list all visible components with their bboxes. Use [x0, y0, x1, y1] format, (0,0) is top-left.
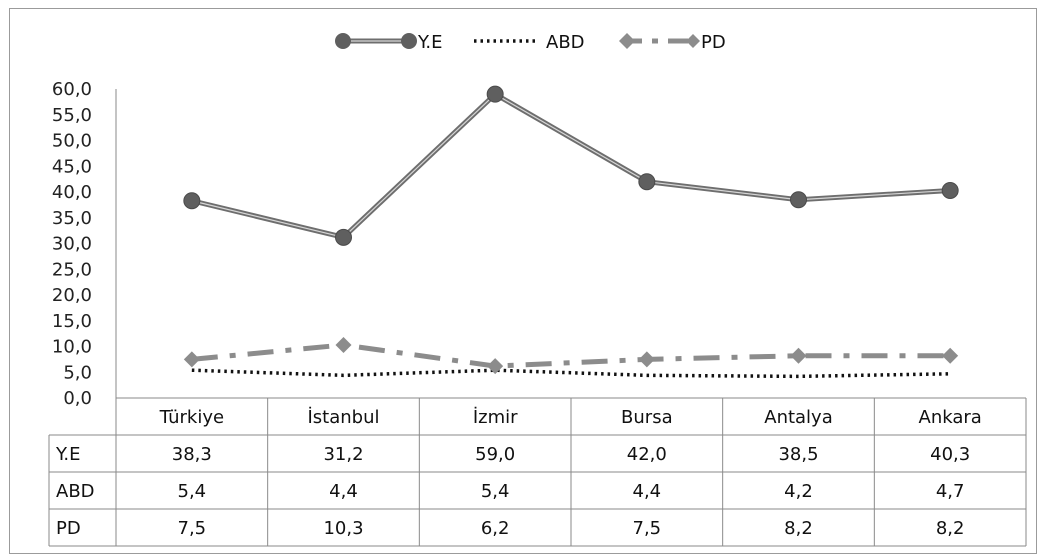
- y-tick-label: 5,0: [63, 362, 92, 383]
- table-series-label: Y.E: [55, 444, 80, 465]
- series-line-pd: [191, 342, 951, 369]
- table-value: 8,2: [784, 518, 813, 539]
- category-label: Antalya: [764, 407, 833, 428]
- legend-ye-marker: [335, 33, 351, 49]
- y-tick-label: 50,0: [52, 131, 92, 152]
- y-tick-label: 25,0: [52, 259, 92, 280]
- table-value: 42,0: [627, 444, 667, 465]
- legend-ye-label: Y.E: [417, 32, 442, 53]
- pd-point-marker: [335, 336, 352, 353]
- category-label: İstanbul: [307, 407, 379, 428]
- y-tick-label: 60,0: [52, 79, 92, 100]
- y-tick-label: 45,0: [52, 156, 92, 177]
- ye-point-marker: [335, 228, 352, 246]
- pd-point-marker: [487, 358, 504, 375]
- y-tick-label: 10,0: [52, 337, 92, 358]
- y-tick-label: 35,0: [52, 208, 92, 229]
- table-value: 5,4: [178, 481, 207, 502]
- pd-point-marker: [638, 351, 655, 368]
- pd-point-marker: [790, 347, 807, 364]
- ye-point-marker: [790, 191, 807, 209]
- y-tick-label: 20,0: [52, 285, 92, 306]
- table-value: 10,3: [323, 518, 363, 539]
- y-tick-label: 30,0: [52, 234, 92, 255]
- table-series-label: PD: [56, 518, 81, 539]
- table-value: 38,3: [172, 444, 212, 465]
- y-tick-label: 15,0: [52, 311, 92, 332]
- table-value: 4,7: [936, 481, 965, 502]
- pd-point-marker: [942, 347, 959, 364]
- ye-point-marker: [638, 173, 656, 191]
- table-value: 5,4: [481, 481, 510, 502]
- table-value: 59,0: [475, 444, 515, 465]
- table-value: 6,2: [481, 518, 510, 539]
- category-label: Ankara: [919, 407, 982, 428]
- y-tick-label: 55,0: [52, 105, 92, 126]
- table-value: 7,5: [178, 518, 207, 539]
- ye-point-marker: [941, 181, 959, 199]
- table-value: 31,2: [323, 444, 363, 465]
- category-label: Bursa: [621, 407, 673, 428]
- ye-point-marker: [486, 85, 504, 103]
- legend-ye-marker: [401, 33, 417, 49]
- table-value: 4,4: [633, 481, 662, 502]
- table-value: 38,5: [778, 444, 818, 465]
- table-value: 40,3: [930, 444, 970, 465]
- table-value: 7,5: [633, 518, 662, 539]
- pd-point-marker: [183, 351, 200, 368]
- table-value: 4,4: [329, 481, 358, 502]
- y-tick-label: 0,0: [63, 388, 92, 409]
- category-label: İzmir: [473, 407, 518, 428]
- series-line-ye: [191, 91, 951, 240]
- category-label: Türkiye: [159, 407, 225, 428]
- legend-abd-label: ABD: [546, 32, 585, 53]
- series-line-abd: [191, 368, 951, 379]
- ye-point-marker: [183, 192, 201, 210]
- legend-pd-marker: [619, 33, 635, 49]
- legend-pd-label: PD: [701, 32, 726, 53]
- series-line-ye-highlight: [191, 93, 951, 238]
- table-series-label: ABD: [56, 481, 95, 502]
- y-tick-label: 40,0: [52, 182, 92, 203]
- table-value: 4,2: [784, 481, 813, 502]
- chart-frame: [9, 8, 1037, 554]
- legend-pd-marker: [686, 34, 700, 48]
- table-value: 8,2: [936, 518, 965, 539]
